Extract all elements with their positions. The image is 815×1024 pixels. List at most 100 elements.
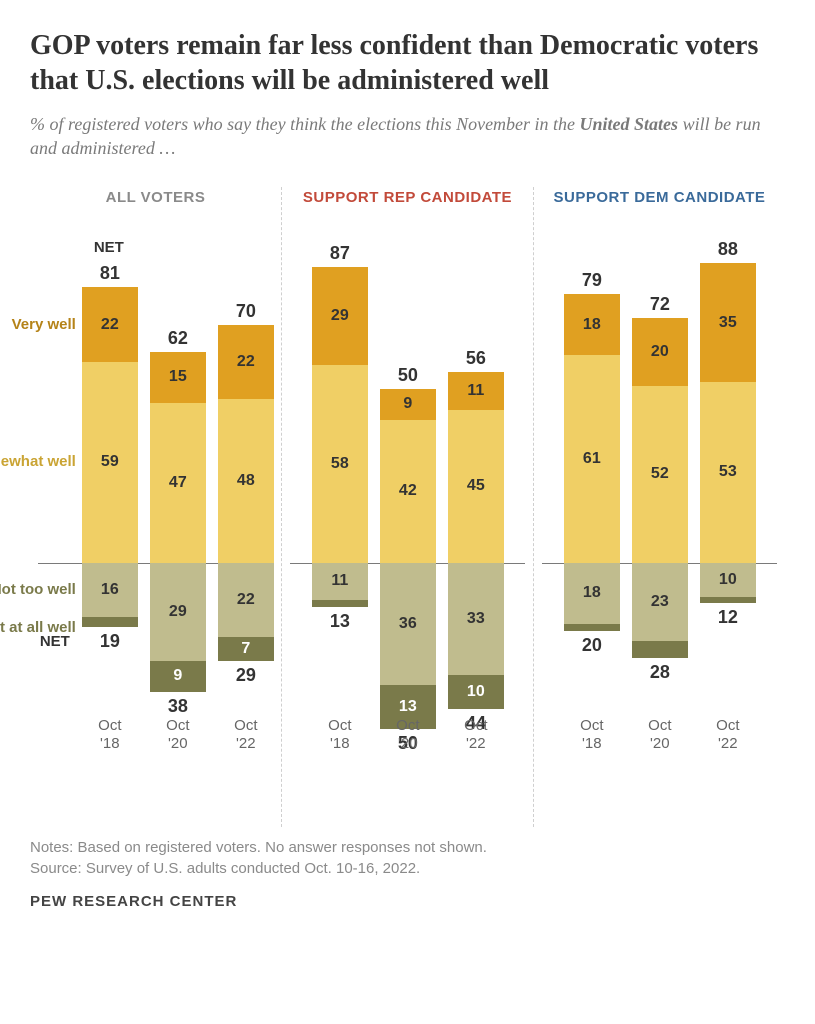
segment-value: 42 xyxy=(399,482,417,500)
segment-value: 59 xyxy=(101,453,119,471)
bar-segment-not_at_all_well xyxy=(564,624,620,631)
bar-segment-very_well: 22 xyxy=(82,287,138,362)
net-bottom-value: 13 xyxy=(312,611,368,632)
segment-value: 22 xyxy=(101,316,119,334)
x-axis-label: Oct'22 xyxy=(448,717,504,753)
net-top-value: 79 xyxy=(564,270,620,291)
bar-segment-very_well: 18 xyxy=(564,294,620,355)
segment-value: 23 xyxy=(651,593,669,611)
segment-value: 35 xyxy=(719,314,737,332)
panel-header: SUPPORT DEM CANDIDATE xyxy=(542,187,777,233)
net-top-value: 72 xyxy=(632,294,688,315)
bar-segment-not_at_all_well: 7 xyxy=(218,637,274,661)
bar-segment-not_at_all_well xyxy=(82,617,138,627)
segment-value: 7 xyxy=(241,640,250,658)
segment-value: 10 xyxy=(467,683,485,701)
chart-panel: SUPPORT DEM CANDIDATE1861187920Oct'18205… xyxy=(533,187,785,827)
bar-segment-somewhat_well: 45 xyxy=(448,410,504,563)
bar-segment-very_well: 35 xyxy=(700,263,756,382)
bar-segment-not_too_well: 18 xyxy=(564,563,620,624)
segment-value: 16 xyxy=(101,581,119,599)
bar-segment-very_well: 9 xyxy=(380,389,436,420)
net-top-value: 81 xyxy=(82,263,138,284)
segment-value: 9 xyxy=(403,395,412,413)
net-bottom-value: 12 xyxy=(700,607,756,628)
bar-segment-very_well: 20 xyxy=(632,318,688,386)
segment-value: 52 xyxy=(651,465,669,483)
panel-header: SUPPORT REP CANDIDATE xyxy=(290,187,525,233)
net-top-value: 56 xyxy=(448,348,504,369)
chart-title: GOP voters remain far less confident tha… xyxy=(30,28,785,98)
x-axis-label: Oct'22 xyxy=(218,717,274,753)
bar-segment-very_well: 11 xyxy=(448,372,504,409)
chart-panels: ALL VOTERSVery wellSomewhat wellNot too … xyxy=(30,187,785,827)
bars-area: Very wellSomewhat wellNot too wellNot at… xyxy=(38,233,273,753)
segment-value: 33 xyxy=(467,610,485,628)
net-top-value: 62 xyxy=(150,328,206,349)
bar-segment-not_too_well: 11 xyxy=(312,563,368,600)
segment-value: 13 xyxy=(399,698,417,716)
bars-area: 2958118713Oct'1894236135050Oct'201145331… xyxy=(290,233,525,753)
segment-value: 58 xyxy=(331,455,349,473)
bar-segment-not_at_all_well xyxy=(700,597,756,604)
bar-segment-not_too_well: 10 xyxy=(700,563,756,597)
net-top-value: 70 xyxy=(218,301,274,322)
net-top-value: 50 xyxy=(380,365,436,386)
net-label-bottom: NET xyxy=(40,633,70,650)
x-axis-label: Oct'22 xyxy=(700,717,756,753)
net-top-value: 88 xyxy=(700,239,756,260)
chart-notes: Notes: Based on registered voters. No an… xyxy=(30,837,785,879)
net-bottom-value: 19 xyxy=(82,631,138,652)
bar-segment-somewhat_well: 58 xyxy=(312,365,368,562)
bar-segment-very_well: 29 xyxy=(312,267,368,366)
bar-segment-not_too_well: 23 xyxy=(632,563,688,641)
bar-segment-not_at_all_well xyxy=(312,600,368,607)
segment-value: 29 xyxy=(169,603,187,621)
segment-value: 11 xyxy=(331,572,348,590)
x-axis-label: Oct'20 xyxy=(380,717,436,753)
segment-value: 18 xyxy=(583,584,601,602)
segment-value: 11 xyxy=(467,382,484,400)
bar-segment-not_too_well: 36 xyxy=(380,563,436,685)
x-axis-label: Oct'20 xyxy=(150,717,206,753)
bar-segment-not_too_well: 22 xyxy=(218,563,274,638)
bar-segment-not_at_all_well: 9 xyxy=(150,661,206,692)
bars-area: 1861187920Oct'182052237228Oct'2035531088… xyxy=(542,233,777,753)
bar-segment-very_well: 22 xyxy=(218,325,274,400)
source-org: PEW RESEARCH CENTER xyxy=(30,893,785,910)
segment-value: 22 xyxy=(237,591,255,609)
x-axis-label: Oct'18 xyxy=(564,717,620,753)
bar-segment-somewhat_well: 48 xyxy=(218,399,274,562)
bar-segment-somewhat_well: 42 xyxy=(380,420,436,563)
x-axis-label: Oct'18 xyxy=(312,717,368,753)
category-label: Not too well xyxy=(0,581,76,598)
net-label-top: NET xyxy=(94,239,124,256)
chart-panel: ALL VOTERSVery wellSomewhat wellNot too … xyxy=(30,187,281,827)
segment-value: 61 xyxy=(583,450,601,468)
segment-value: 22 xyxy=(237,353,255,371)
bar-segment-not_at_all_well: 10 xyxy=(448,675,504,709)
bar-segment-not_at_all_well xyxy=(632,641,688,658)
bar-segment-not_too_well: 29 xyxy=(150,563,206,662)
bar-segment-somewhat_well: 61 xyxy=(564,355,620,562)
segment-value: 48 xyxy=(237,472,255,490)
segment-value: 45 xyxy=(467,477,485,495)
subtitle-bold: United States xyxy=(580,114,679,134)
segment-value: 10 xyxy=(719,571,737,589)
category-label: Somewhat well xyxy=(0,453,76,470)
segment-value: 18 xyxy=(583,316,601,334)
x-axis-label: Oct'20 xyxy=(632,717,688,753)
segment-value: 29 xyxy=(331,307,349,325)
bar-segment-very_well: 15 xyxy=(150,352,206,403)
panel-header: ALL VOTERS xyxy=(38,187,273,233)
segment-value: 20 xyxy=(651,343,669,361)
net-top-value: 87 xyxy=(312,243,368,264)
bar-segment-somewhat_well: 53 xyxy=(700,382,756,562)
bar-segment-not_too_well: 33 xyxy=(448,563,504,675)
segment-value: 15 xyxy=(169,368,187,386)
category-label: Very well xyxy=(12,316,76,333)
bar-segment-not_too_well: 16 xyxy=(82,563,138,617)
net-bottom-value: 38 xyxy=(150,696,206,717)
bar-segment-somewhat_well: 52 xyxy=(632,386,688,563)
chart-subtitle: % of registered voters who say they thin… xyxy=(30,112,785,161)
